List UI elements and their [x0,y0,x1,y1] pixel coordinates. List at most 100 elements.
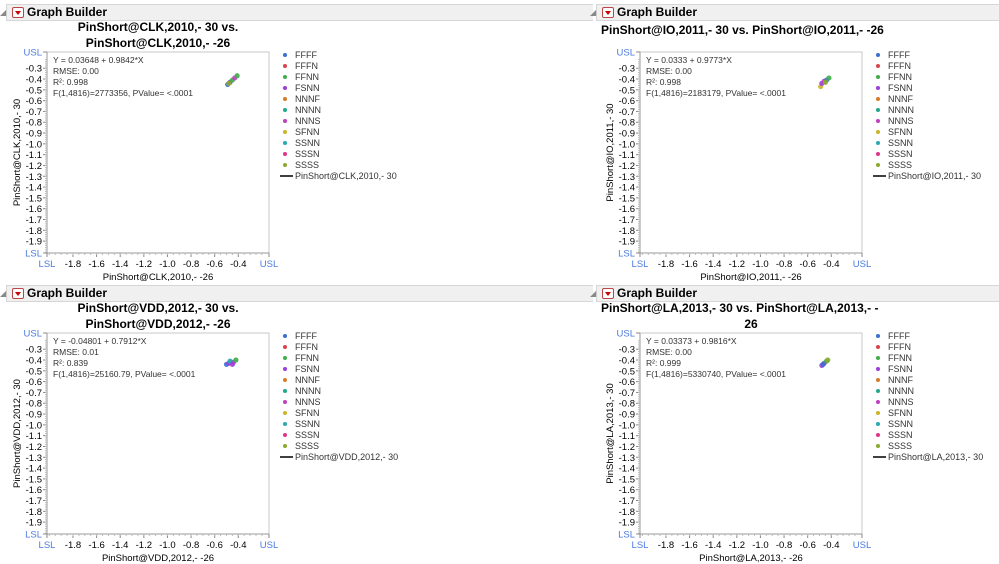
x-tick-label: USL [853,259,871,270]
fit-equation-line: F(1,4816)=2773356, PValue= <.0001 [53,88,193,98]
panel-header: ◢ Graph Builder [590,285,999,302]
y-tick-label: -0.5 [26,85,42,96]
fit-equation-line: R²: 0.999 [646,358,681,368]
fit-equation-line: F(1,4816)=2183179, PValue= <.0001 [646,88,786,98]
y-tick-label: -1.0 [619,139,635,150]
y-tick-label: -0.9 [26,410,42,421]
disclosure-triangle-icon[interactable]: ◢ [590,8,597,17]
x-tick-label: USL [853,540,871,551]
section-title: Graph Builder [27,5,108,19]
chart-title: PinShort@VDD,2012,- -26 [85,317,230,331]
legend-marker-ssnn [876,422,880,426]
graph-builder-panel-io: ◢ Graph Builder PinShort@IO,2011,- 30 vs.… [590,0,999,281]
legend-label: FFFF [295,331,317,341]
x-tick-label: -1.6 [681,540,697,551]
scatter-plot: PinShort@LA,2013,- 30 vs. PinShort@LA,20… [601,301,983,564]
x-tick-label: -0.6 [799,259,815,270]
legend-label: FFFN [888,342,911,352]
chart-title: PinShort@LA,2013,- 30 vs. PinShort@LA,20… [601,301,878,315]
legend-label: FFNN [295,72,319,82]
legend-marker-nnnn [876,108,880,112]
y-tick-label: -0.5 [26,366,42,377]
y-tick-label: -1.8 [619,507,635,518]
legend-label: SFNN [888,127,913,137]
legend-label: NNNS [888,397,914,407]
legend-marker-nnnn [283,108,287,112]
graph-builder-panel-la: ◢ Graph Builder PinShort@LA,2013,- 30 vs.… [590,281,999,564]
legend-fit-line-label: PinShort@VDD,2012,- 30 [295,452,398,462]
legend-label: NNNF [295,375,320,385]
disclosure-triangle-icon[interactable]: ◢ [0,8,7,17]
legend-label: FSNN [295,83,320,93]
fit-equation-line: R²: 0.998 [646,77,681,87]
x-tick-label: -1.2 [136,540,152,551]
y-tick-label: -0.3 [26,345,42,356]
y-tick-label: -1.2 [26,161,42,172]
y-tick-label: LSL [25,249,42,260]
x-tick-label: -0.8 [776,540,792,551]
y-tick-label: -0.6 [26,96,42,107]
x-axis-label: PinShort@VDD,2012,- -26 [102,553,214,564]
legend-label: NNNF [295,94,320,104]
legend-marker-fffn [283,345,287,349]
y-tick-label: -0.6 [26,377,42,388]
legend-marker-sfnn [283,411,287,415]
legend-label: NNNS [888,116,914,126]
chart-title: 26 [744,317,758,331]
legend-marker-fffn [876,345,880,349]
legend-marker-ffff [876,334,880,338]
legend-marker-fffn [283,64,287,68]
y-tick-label: -1.5 [619,193,635,204]
y-axis-label: PinShort@IO,2011,- 30 [605,103,616,201]
legend-label: FSNN [888,83,913,93]
y-tick-label: USL [24,48,42,59]
disclosure-triangle-icon[interactable]: ◢ [590,289,597,298]
y-tick-label: -1.1 [619,150,635,161]
legend-marker-ffnn [283,356,287,360]
y-tick-label: -1.3 [619,172,635,183]
red-triangle-menu-icon[interactable] [12,288,24,299]
y-tick-label: -1.2 [26,442,42,453]
legend-label: SFNN [295,408,320,418]
y-tick-label: -0.8 [619,118,635,129]
red-triangle-menu-icon[interactable] [602,288,614,299]
y-tick-label: -0.3 [619,64,635,75]
section-title: Graph Builder [617,5,698,19]
x-tick-label: LSL [39,259,56,270]
legend-label: FFFN [888,61,911,71]
x-tick-label: -1.8 [65,259,81,270]
legend-marker-fsnn [283,367,287,371]
y-tick-label: -1.9 [26,518,42,529]
legend-marker-ssnn [283,422,287,426]
legend-label: FFFF [888,50,910,60]
chart-title: PinShort@IO,2011,- 30 vs. PinShort@IO,20… [601,23,884,37]
x-tick-label: -1.2 [729,540,745,551]
y-tick-label: -1.2 [619,442,635,453]
y-tick-label: -1.4 [619,183,635,194]
legend-marker-sssn [876,152,880,156]
y-tick-label: -0.4 [26,356,42,367]
data-point [820,361,826,367]
legend-label: SSSS [295,160,319,170]
legend-marker-ssss [283,163,287,167]
panel-header: ◢ Graph Builder [0,285,593,302]
data-point [826,75,832,81]
red-triangle-menu-icon[interactable] [12,7,24,18]
y-axis-label: PinShort@CLK,2010,- 30 [12,99,23,206]
legend-label: NNNS [295,116,321,126]
fit-equation-line: Y = 0.0333 + 0.9773*X [646,55,732,65]
x-axis-label: PinShort@CLK,2010,- -26 [103,272,214,281]
y-tick-label: USL [24,329,42,340]
y-tick-label: -1.7 [26,215,42,226]
fit-equation-line: RMSE: 0.01 [53,347,99,357]
y-tick-label: -0.7 [619,388,635,399]
legend-marker-sssn [876,433,880,437]
disclosure-triangle-icon[interactable]: ◢ [0,289,7,298]
legend-label: NNNS [295,397,321,407]
legend-label: FFNN [295,353,319,363]
red-triangle-menu-icon[interactable] [602,7,614,18]
fit-equation-line: F(1,4816)=5330740, PValue= <.0001 [646,369,786,379]
legend-marker-ffnn [876,75,880,79]
legend-label: FFNN [888,72,912,82]
y-tick-label: USL [617,329,635,340]
